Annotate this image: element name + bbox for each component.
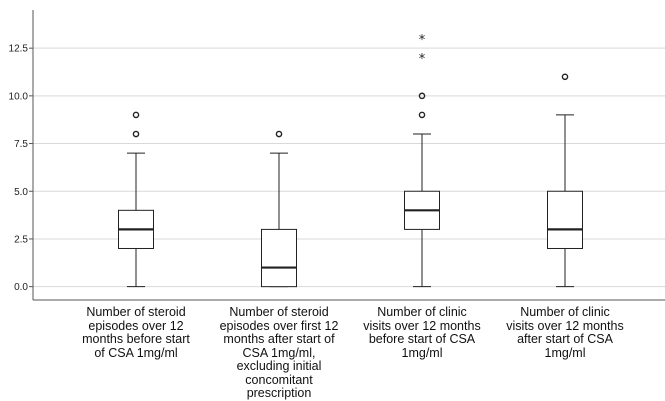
y-tick-label: 5.0 xyxy=(14,187,28,198)
axes: 0.0 2.5 5.0 7.5 10.0 12.5 xyxy=(9,10,665,301)
outlier-point xyxy=(132,111,140,119)
box-group-4 xyxy=(547,73,583,288)
x-category-label: Number of steroid episodes over 12 month… xyxy=(82,305,190,360)
x-category-label: Number of clinic visits over 12 months b… xyxy=(363,305,481,360)
boxes: ** xyxy=(118,33,583,288)
outlier-point xyxy=(275,130,283,138)
extreme-point: * xyxy=(419,52,426,67)
extreme-point: * xyxy=(419,33,426,48)
outlier-point xyxy=(418,111,426,119)
outlier-point xyxy=(561,73,569,81)
x-category-label: Number of steroid episodes over first 12… xyxy=(219,305,339,400)
y-tick-label: 7.5 xyxy=(14,139,28,150)
box-group-3: ** xyxy=(404,33,440,288)
box-group-2 xyxy=(261,130,297,288)
box-group-1 xyxy=(118,111,154,288)
outlier-point xyxy=(418,92,426,100)
iqr-box xyxy=(261,228,297,288)
y-tick-label: 12.5 xyxy=(9,44,29,55)
y-tick-label: 0.0 xyxy=(14,282,28,293)
outlier-point xyxy=(132,130,140,138)
iqr-box xyxy=(547,190,583,249)
gridlines xyxy=(33,47,665,288)
y-tick-label: 2.5 xyxy=(14,234,28,245)
x-category-label: Number of clinic visits over 12 months a… xyxy=(506,305,624,360)
y-tick-label: 10.0 xyxy=(9,91,29,102)
